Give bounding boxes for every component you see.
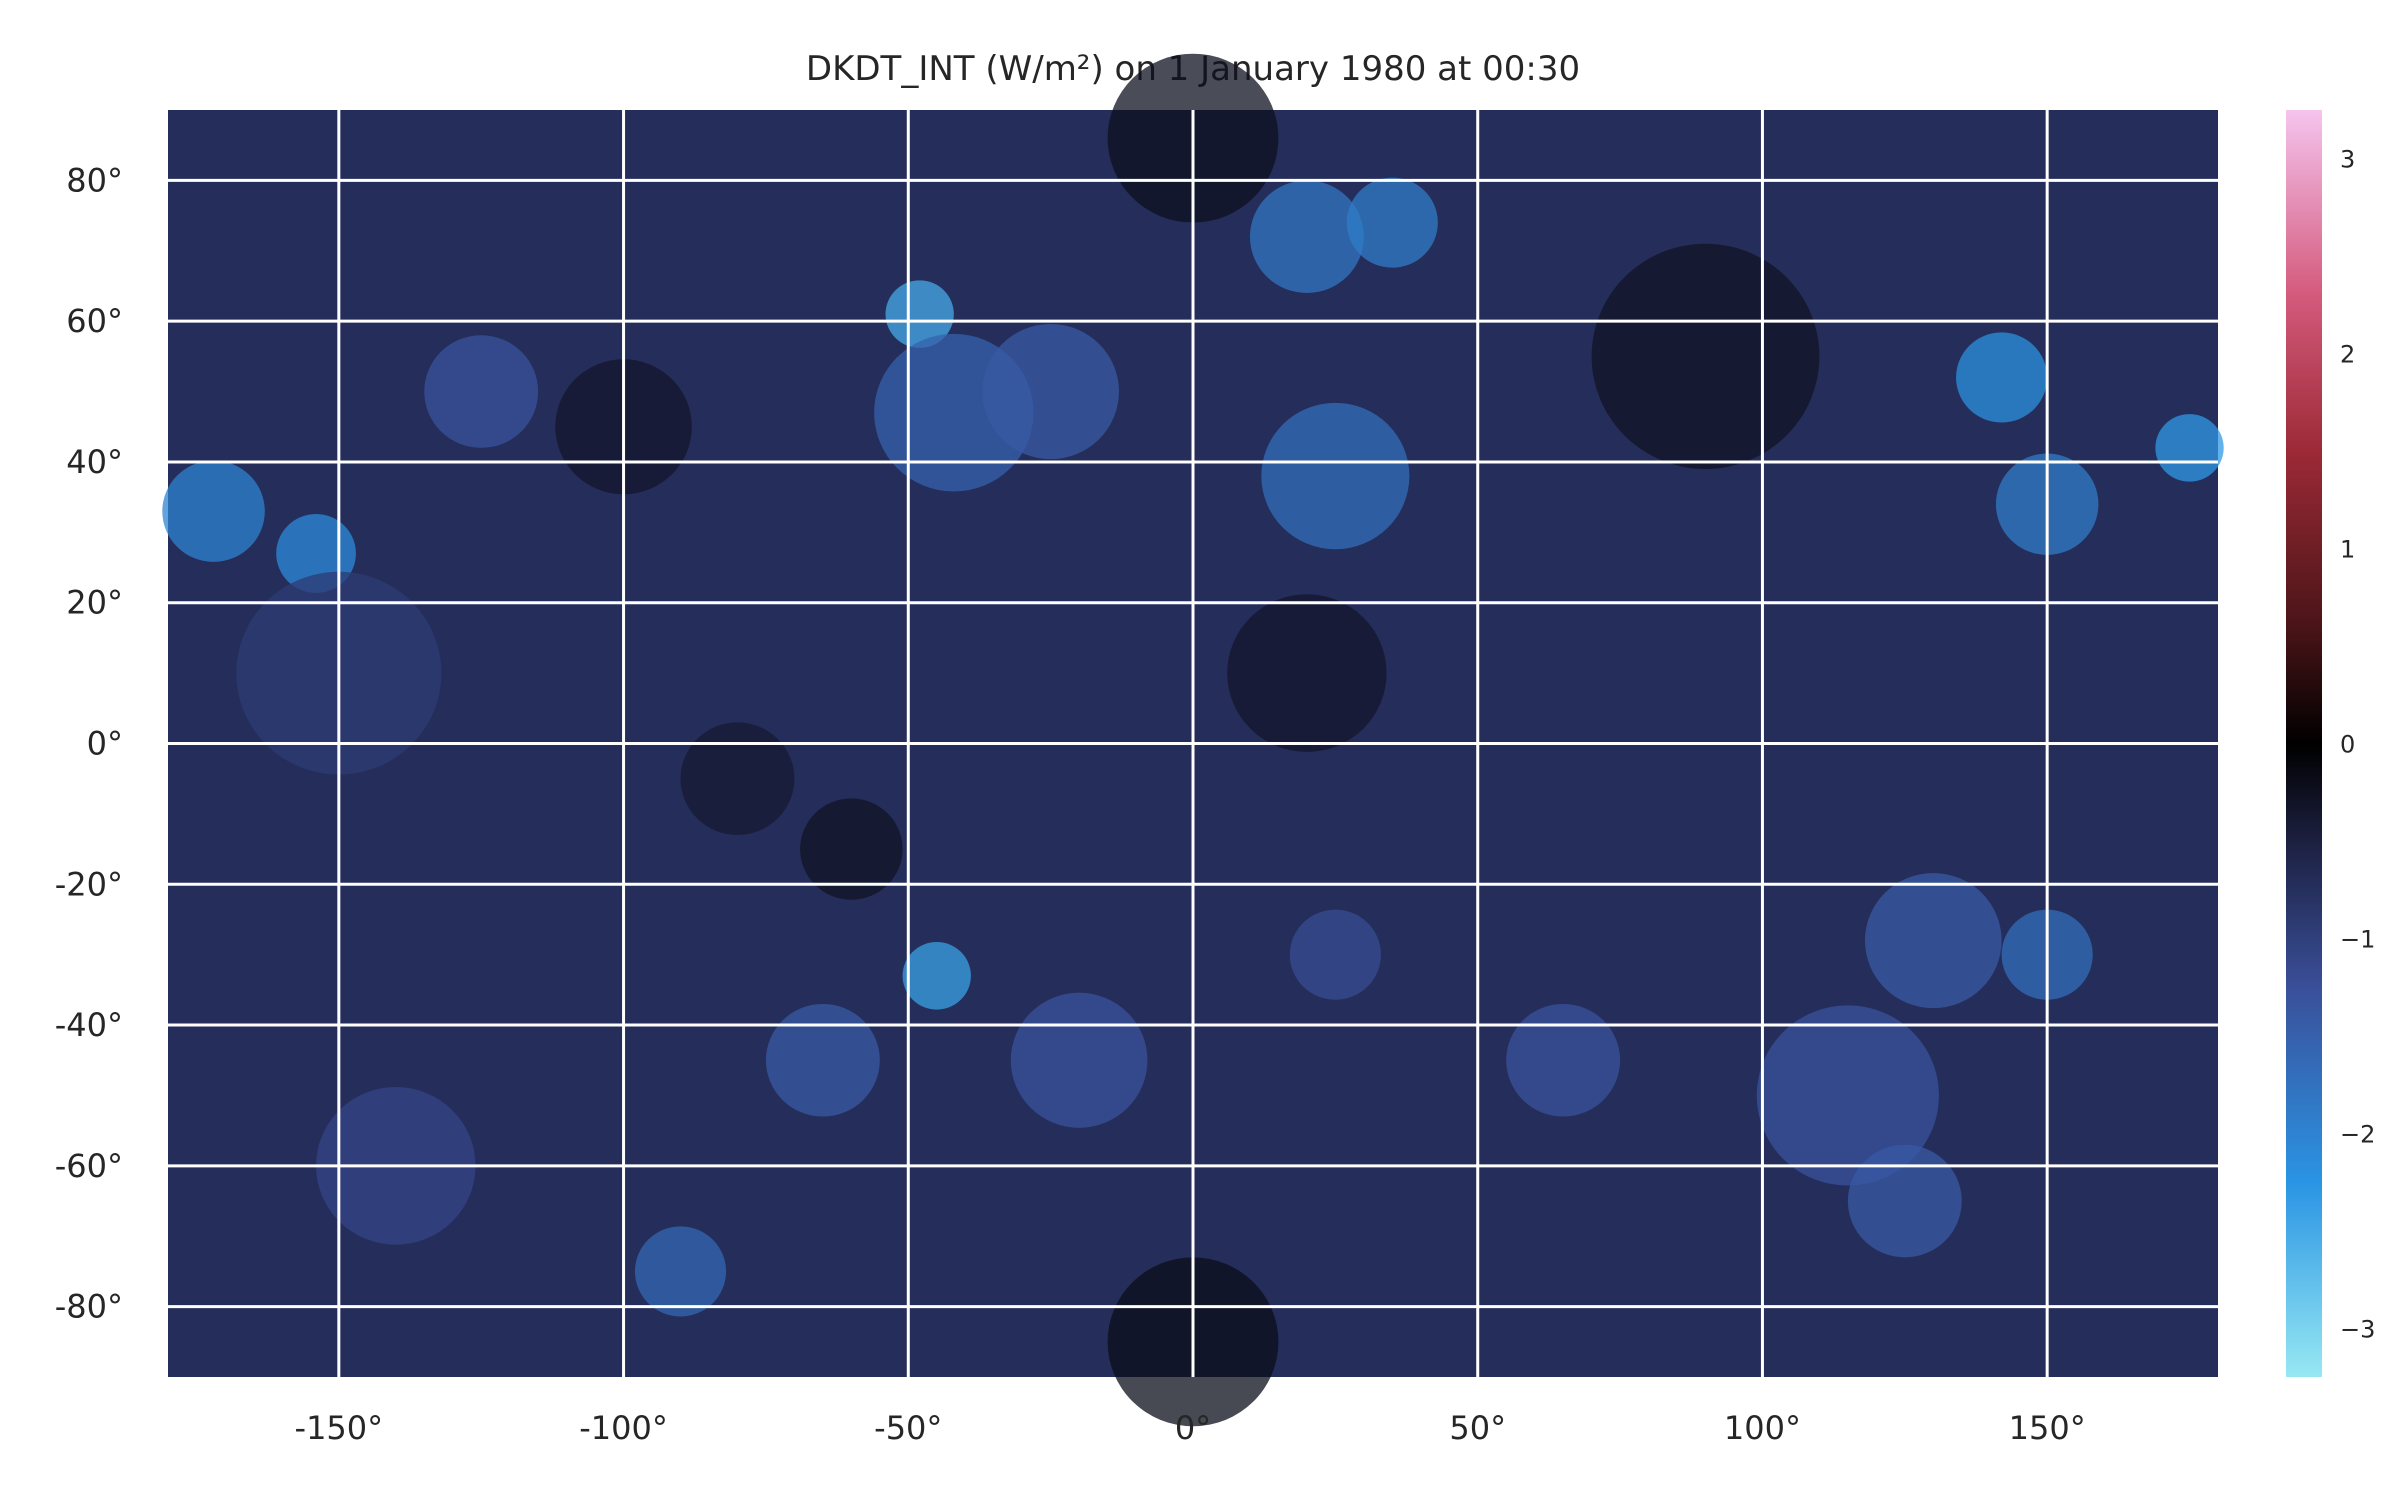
field-feature [1249, 180, 1364, 294]
x-tick-label: -150° [295, 1409, 384, 1447]
field-feature [1591, 243, 1820, 469]
field-feature [2155, 414, 2224, 482]
field-feature [1847, 1144, 1962, 1258]
colorbar-bar [2286, 110, 2322, 1377]
x-tick-label: 50° [1449, 1409, 1506, 1447]
colorbar-tick-label: −2 [2340, 1120, 2375, 1148]
x-tick-label: 150° [2009, 1409, 2086, 1447]
field-feature [634, 1226, 727, 1317]
y-tick-label: 60° [66, 302, 123, 340]
field-feature [1506, 1003, 1621, 1117]
colorbar: 3 2 1 0 −1 −2 −3 [2286, 110, 2375, 1377]
field-feature [680, 722, 795, 836]
field-feature [885, 280, 954, 348]
field-feature [162, 460, 265, 562]
field-feature [1864, 873, 2002, 1009]
x-tick-label: 0° [1175, 1409, 1211, 1447]
field-feature [424, 335, 539, 448]
grid-lines [168, 110, 2218, 1377]
field-feature [765, 1003, 880, 1117]
field-feature [902, 941, 971, 1010]
x-tick-label: 100° [1724, 1409, 1801, 1447]
field-feature [1261, 402, 1410, 550]
y-tick-label: 80° [66, 161, 123, 199]
y-tick-label: -20° [55, 865, 123, 903]
colorbar-tick-label: −1 [2340, 925, 2375, 953]
y-tick-label: 40° [66, 443, 123, 481]
x-tick-label: -100° [579, 1409, 668, 1447]
field-feature [1346, 177, 1438, 268]
colorbar-tick-label: 3 [2340, 146, 2355, 174]
y-tick-labels: 80° 60° 40° 20° 0° -20° -40° -60° -80° [55, 161, 123, 1325]
field-feature [1756, 1005, 1939, 1186]
x-tick-labels: -150° -100° -50° 0° 50° 100° 150° [295, 1409, 2086, 1447]
colorbar-tick-label: 1 [2340, 536, 2355, 564]
y-tick-label: 20° [66, 584, 123, 622]
field-feature [982, 323, 1119, 460]
y-tick-label: -80° [55, 1288, 123, 1326]
y-tick-label: 0° [87, 725, 123, 763]
field-feature [1227, 594, 1387, 752]
field-feature [1289, 909, 1381, 1000]
y-tick-label: -40° [55, 1006, 123, 1044]
field-feature [1956, 332, 2048, 423]
x-tick-label: -50° [874, 1409, 942, 1447]
y-tick-label: -60° [55, 1147, 123, 1185]
colorbar-tick-label: 2 [2340, 341, 2355, 369]
field-feature [1010, 992, 1148, 1128]
colorbar-tick-label: 0 [2340, 731, 2355, 759]
field-feature [800, 798, 903, 900]
colorbar-tick-label: −3 [2340, 1315, 2375, 1343]
colorbar-ticks: 3 2 1 0 −1 −2 −3 [2340, 146, 2375, 1344]
